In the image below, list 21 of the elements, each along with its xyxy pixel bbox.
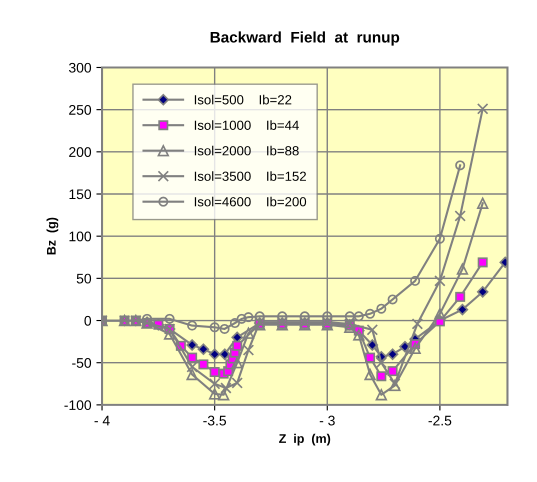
legend-label: Isol=500 Ib=22 — [194, 94, 292, 104]
y-tick-label: 0 — [84, 316, 92, 326]
chart-title: Backward Field at runup — [210, 31, 400, 46]
legend-label: Isol=4600 Ib=200 — [194, 196, 306, 206]
y-tick-label: 250 — [69, 104, 92, 115]
legend-label: Isol=3500 Ib=152 — [194, 171, 306, 181]
y-tick-label: 50 — [76, 274, 92, 284]
y-tick-label: 200 — [69, 147, 92, 157]
y-tick-label: 100 — [70, 232, 92, 242]
y-tick-label: -100 — [64, 400, 92, 410]
x-tick-label: - 4 — [94, 416, 110, 426]
x-tick-label: -2.5 — [428, 416, 452, 426]
y-tick-label: -50 — [72, 358, 92, 368]
y-tick-label: 300 — [68, 62, 92, 73]
x-tick-label: -3.5 — [203, 416, 226, 426]
legend-label: Isol=2000 Ib=88 — [194, 146, 299, 156]
x-axis-title: Z ip (m) — [279, 434, 330, 446]
y-tick-label: 150 — [70, 189, 92, 200]
x-tick-label: - 3 — [320, 416, 335, 426]
legend-label: Isol=1000 Ib=44 — [194, 120, 299, 130]
y-axis-title: Bz (g) — [46, 218, 58, 254]
